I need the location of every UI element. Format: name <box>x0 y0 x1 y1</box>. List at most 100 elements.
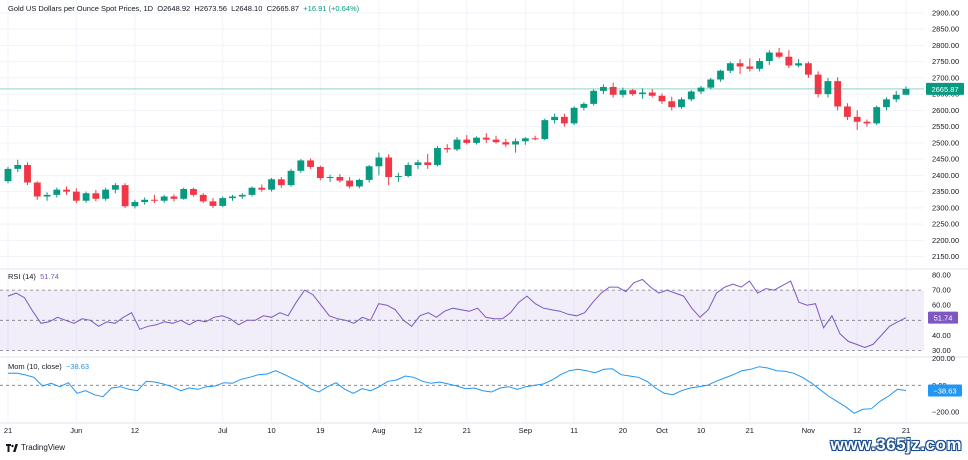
candle-body <box>648 92 656 96</box>
last-price-label: 2665.87 <box>931 85 958 94</box>
price-tick-label: 2400.00 <box>932 171 959 180</box>
candle-body <box>512 141 519 145</box>
candle-body <box>765 52 773 61</box>
candle-body <box>4 168 12 182</box>
candle-body <box>63 189 70 192</box>
price-tick-label: 2550.00 <box>932 122 959 131</box>
time-axis: 21 Jun 12 Jul 10 19 Aug 12 21 Sep 11 20 Oct 10 21 Nov 12… <box>4 426 910 435</box>
close-label: C <box>266 4 272 13</box>
candle-body <box>570 107 578 124</box>
candle-body <box>336 177 344 181</box>
time-tick-label: Jun <box>70 426 82 435</box>
candle-body <box>746 66 754 69</box>
time-tick-label: Sep <box>519 426 532 435</box>
candle-body <box>190 189 197 195</box>
candle-body <box>717 70 724 80</box>
rsi-tick-label: 40.00 <box>932 331 951 340</box>
momentum-axis: 200.000.00−200.00−38.63 <box>928 354 962 417</box>
candle-body <box>853 116 861 122</box>
last-price-tag <box>926 82 964 95</box>
candle-body <box>385 157 393 177</box>
candle-body <box>268 179 275 190</box>
candle-body <box>14 164 22 169</box>
candle-body <box>619 90 627 95</box>
rsi-last-tag <box>928 311 958 324</box>
candle-body <box>365 166 373 180</box>
open-value: 2648.92 <box>163 4 191 13</box>
candle-body <box>131 202 139 207</box>
time-tick-label: Aug <box>372 426 385 435</box>
candle-body <box>277 179 285 186</box>
candle-body <box>814 74 822 95</box>
candle-body <box>238 194 246 197</box>
candle-body <box>590 90 598 104</box>
candle-body <box>180 189 188 199</box>
rsi-legend-value: 51.74 <box>40 272 59 281</box>
candle-body <box>424 162 432 165</box>
momentum-tick-label: 200.00 <box>932 354 955 363</box>
rsi-tick-label: 60.00 <box>932 301 951 310</box>
time-tick-label: 12 <box>131 426 139 435</box>
momentum-tick-label: −200.00 <box>932 408 959 417</box>
candle-body <box>560 116 568 124</box>
price-tick-label: 2450.00 <box>932 155 959 164</box>
price-tick-label: 2750.00 <box>932 57 959 66</box>
rsi-tick-label: 70.00 <box>932 286 951 295</box>
rsi-legend-label: RSI (14) <box>8 272 36 281</box>
candle-body <box>209 201 217 206</box>
price-tick-label: 2850.00 <box>932 25 959 34</box>
candle-body <box>756 60 764 69</box>
tradingview-logo-icon <box>6 443 18 452</box>
symbol-label: Gold US Dollars per Ounce Spot Prices, 1… <box>8 4 154 13</box>
time-tick-label: 21 <box>463 426 471 435</box>
candle-body <box>873 107 881 124</box>
candle-body <box>33 182 41 197</box>
price-tick-label: 2500.00 <box>932 138 959 147</box>
close-value: 2665.87 <box>271 4 300 13</box>
price-tick-label: 2150.00 <box>932 252 959 261</box>
candle-body <box>404 164 412 177</box>
candle-body <box>53 189 61 195</box>
price-tick-label: 2800.00 <box>932 41 959 50</box>
momentum-legend-label: Mom (10, close) <box>8 362 62 371</box>
candle-body <box>375 157 383 167</box>
candle-body <box>219 198 227 206</box>
tradingview-brand[interactable]: TradingView <box>6 443 65 452</box>
rsi-tick-label: 30.00 <box>932 346 951 355</box>
change-value: +16.91 (+0.64%) <box>303 4 360 13</box>
candle-body <box>326 177 334 178</box>
candle-body <box>502 142 510 145</box>
candle-body <box>307 160 315 167</box>
candle-body <box>170 196 178 199</box>
momentum-pane <box>0 366 924 414</box>
candle-body <box>844 106 851 117</box>
time-tick-label: 10 <box>267 426 275 435</box>
candle-body <box>521 138 529 142</box>
time-tick-label: 21 <box>746 426 754 435</box>
rsi-pane <box>0 278 924 351</box>
candle-body <box>160 196 168 201</box>
candle-body <box>658 95 666 102</box>
momentum-last-tag <box>928 384 962 397</box>
candle-body <box>443 148 451 150</box>
candle-body <box>892 94 900 100</box>
time-tick-label: 12 <box>414 426 422 435</box>
candle-body <box>531 138 539 140</box>
price-tick-label: 2600.00 <box>932 106 959 115</box>
momentum-line <box>7 366 907 414</box>
time-tick-label: Oct <box>656 426 669 435</box>
candle-body <box>697 87 705 92</box>
rsi-line <box>7 278 907 349</box>
time-tick-label: Jul <box>218 426 228 435</box>
candle-body <box>258 187 266 190</box>
candle-body <box>668 101 676 108</box>
candle-body <box>414 162 422 165</box>
candle-body <box>473 137 480 143</box>
candle-body <box>795 63 803 66</box>
low-label: L <box>231 4 236 13</box>
candle-body <box>434 148 441 165</box>
candle-body <box>687 91 695 100</box>
